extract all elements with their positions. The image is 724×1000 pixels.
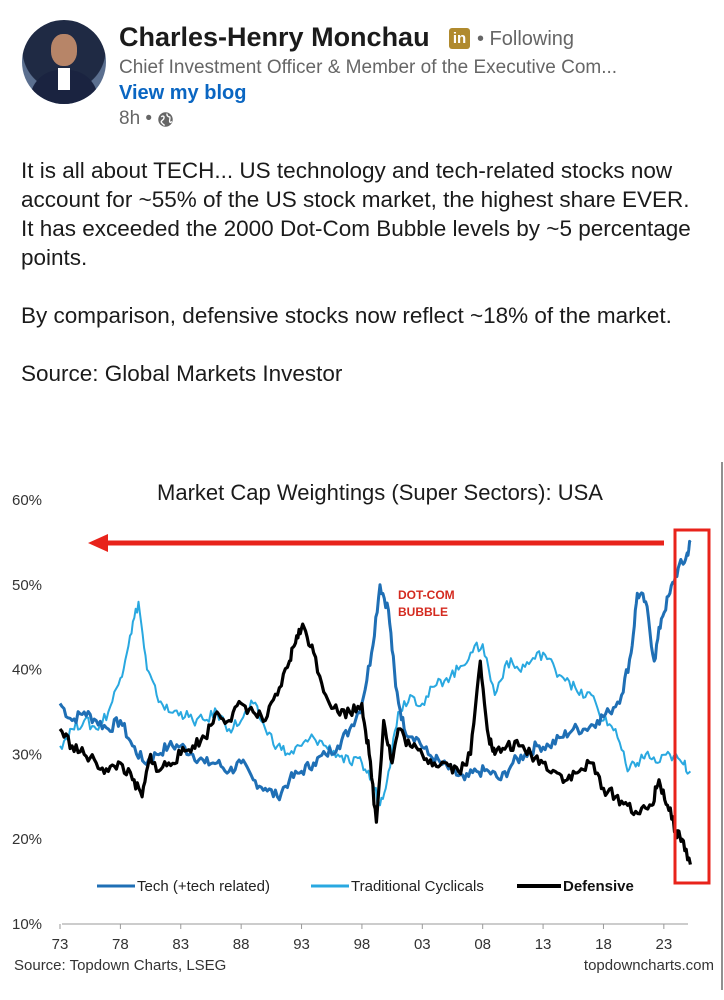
- post-paragraph: It has exceeded the 2000 Dot-Com Bubble …: [21, 216, 691, 270]
- x-tick-label: 13: [535, 936, 552, 953]
- post-header: Charles-Henry Monchau in • Following Chi…: [0, 0, 724, 150]
- chart-series: [58, 539, 692, 865]
- annotation-line-2: BUBBLE: [398, 605, 448, 619]
- x-tick-label: 78: [112, 936, 129, 953]
- avatar-face: [51, 34, 77, 66]
- x-axis: 73 78 83 88 93 98 03 08 13 18 23: [52, 924, 673, 953]
- x-tick-label: 18: [595, 936, 612, 953]
- y-axis: 60% 50% 40% 30% 20% 10%: [12, 492, 42, 933]
- post-paragraph: By comparison, defensive stocks now refl…: [21, 303, 672, 328]
- chart-source: Source: Topdown Charts, LSEG: [14, 957, 226, 974]
- chart-background: [0, 462, 724, 990]
- y-tick-label: 30%: [12, 746, 42, 763]
- view-blog-link[interactable]: View my blog: [119, 82, 247, 104]
- post-time: 8h •: [119, 108, 153, 129]
- y-tick-label: 40%: [12, 662, 42, 679]
- post-chart-image[interactable]: Market Cap Weightings (Super Sectors): U…: [0, 462, 724, 990]
- x-tick-label: 73: [52, 936, 69, 953]
- chart-watermark: topdowncharts.com: [584, 957, 714, 974]
- x-tick-label: 88: [233, 936, 250, 953]
- x-tick-label: 23: [656, 936, 673, 953]
- y-tick-label: 20%: [12, 831, 42, 848]
- x-tick-label: 98: [354, 936, 371, 953]
- x-tick-label: 03: [414, 936, 431, 953]
- author-avatar[interactable]: [22, 20, 106, 104]
- paragraph-gap: [21, 330, 711, 359]
- paragraph-gap: [21, 272, 711, 301]
- red-arrow-head: [88, 534, 108, 552]
- series-line-tech: [58, 539, 692, 802]
- linkedin-premium-icon: in: [449, 28, 470, 49]
- post-body: It is all about TECH... US technology an…: [21, 156, 711, 388]
- series-line-defensive: [58, 622, 692, 865]
- legend-label-cyclicals: Traditional Cyclicals: [351, 878, 484, 895]
- post-paragraph: It is all about TECH... US technology an…: [21, 158, 690, 212]
- x-tick-label: 83: [172, 936, 189, 953]
- x-tick-label: 08: [474, 936, 491, 953]
- legend-label-defensive: Defensive: [563, 878, 634, 895]
- y-tick-label: 60%: [12, 492, 42, 509]
- avatar-shirt: [58, 68, 70, 90]
- annotation-line-1: DOT-COM: [398, 588, 455, 602]
- y-tick-label: 50%: [12, 577, 42, 594]
- y-tick-label: 10%: [12, 916, 42, 933]
- series-line-cyclicals: [59, 600, 692, 807]
- author-name[interactable]: Charles-Henry Monchau: [119, 22, 430, 52]
- post-paragraph: Source: Global Markets Investor: [21, 361, 343, 386]
- legend: Tech (+tech related) Traditional Cyclica…: [97, 878, 634, 895]
- highlight-box: [673, 528, 711, 885]
- legend-label-tech: Tech (+tech related): [137, 878, 270, 895]
- author-headline: Chief Investment Officer & Member of the…: [119, 57, 618, 78]
- x-tick-label: 93: [293, 936, 310, 953]
- globe-icon: [158, 111, 173, 127]
- post-meta: 8h •: [119, 108, 174, 130]
- following-status[interactable]: • Following: [477, 28, 575, 50]
- line-chart: Market Cap Weightings (Super Sectors): U…: [0, 462, 724, 990]
- chart-title: Market Cap Weightings (Super Sectors): U…: [157, 480, 603, 505]
